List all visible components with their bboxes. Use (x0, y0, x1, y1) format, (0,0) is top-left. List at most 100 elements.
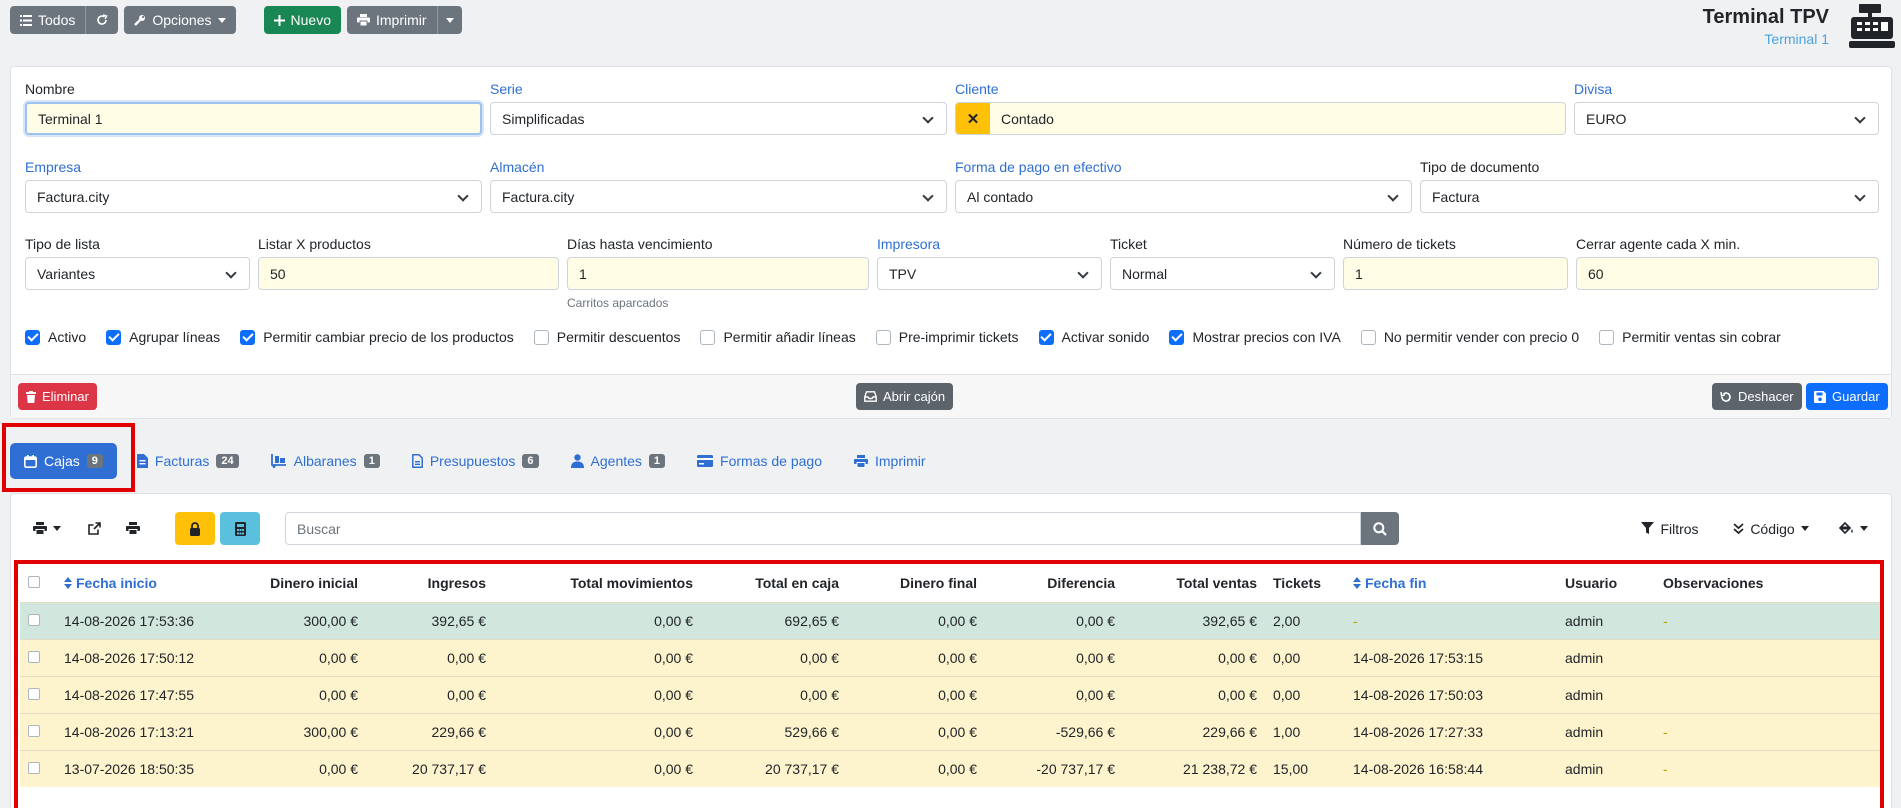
row-checkbox[interactable] (28, 650, 40, 663)
checkbox-agrupar-lineas[interactable]: Agrupar líneas (106, 329, 220, 345)
checkbox-precios-iva[interactable]: Mostrar precios con IVA (1169, 329, 1341, 345)
checkbox-box[interactable] (1038, 329, 1054, 345)
ticket-select[interactable]: Normal (1110, 257, 1335, 290)
row-checkbox[interactable] (28, 724, 40, 737)
cell-total-en-caja: 692,65 € (701, 601, 847, 639)
row-checkbox[interactable] (28, 613, 40, 626)
tab-cajas[interactable]: Cajas 9 (10, 443, 117, 479)
col-total-movimientos[interactable]: Total movimientos (570, 574, 693, 591)
opciones-button[interactable]: Opciones (124, 6, 236, 34)
divisa-label[interactable]: Divisa (1574, 81, 1613, 97)
table-row[interactable]: 14-08-2026 17:50:12 0,00 € 0,00 € 0,00 €… (20, 638, 1882, 676)
cliente-label[interactable]: Cliente (955, 81, 999, 97)
empresa-label[interactable]: Empresa (25, 159, 82, 175)
checkbox-box[interactable] (1169, 329, 1185, 345)
table-row[interactable]: 14-08-2026 17:47:55 0,00 € 0,00 € 0,00 €… (20, 675, 1882, 713)
print-dropdown-button[interactable] (23, 512, 71, 545)
checkbox-sonido[interactable]: Activar sonido (1038, 329, 1149, 345)
dias-vencimiento-input[interactable]: 1 (567, 257, 869, 290)
search-input[interactable]: Buscar (285, 512, 1361, 545)
num-tickets-input[interactable]: 1 (1343, 257, 1568, 290)
checkbox-box[interactable] (106, 329, 122, 345)
checkbox-cambiar-precio[interactable]: Permitir cambiar precio de los productos (240, 329, 514, 345)
tab-formas-pago[interactable]: Formas de pago (685, 443, 834, 479)
cell-tickets: 0,00 (1265, 638, 1345, 676)
top-toolbar: Todos Opciones Nuevo Imprimir (10, 6, 462, 34)
col-fecha-fin[interactable]: Fecha fin (1345, 564, 1557, 602)
checkbox-box[interactable] (1360, 329, 1376, 345)
nombre-input[interactable]: Terminal 1 (25, 102, 482, 135)
forma-pago-select[interactable]: Al contado (955, 180, 1412, 213)
tab-presupuestos[interactable]: Presupuestos 6 (400, 443, 551, 479)
refresh-button[interactable] (86, 6, 119, 34)
col-total-ventas[interactable]: Total ventas (1176, 574, 1257, 591)
almacen-label[interactable]: Almacén (490, 159, 545, 175)
impresora-label[interactable]: Impresora (877, 236, 941, 252)
imprimir-button[interactable]: Imprimir (346, 6, 438, 34)
col-tickets[interactable]: Tickets (1273, 574, 1321, 591)
cell-diferencia: -529,66 € (985, 712, 1123, 750)
search-button[interactable] (1361, 512, 1399, 545)
imprimir-dropdown-button[interactable] (437, 6, 462, 34)
col-dinero-inicial[interactable]: Dinero inicial (270, 574, 358, 591)
checkbox-box[interactable] (25, 329, 40, 345)
forma-pago-label[interactable]: Forma de pago en efectivo (955, 159, 1122, 175)
impresora-select[interactable]: TPV (877, 257, 1102, 290)
print-button[interactable] (116, 512, 150, 545)
clear-cliente-button[interactable]: ✕ (956, 103, 990, 134)
divisa-select[interactable]: EURO (1574, 102, 1879, 135)
checkbox-activo[interactable]: Activo (25, 329, 86, 345)
guardar-button[interactable]: Guardar (1806, 383, 1888, 410)
checkbox-box[interactable] (875, 329, 891, 345)
lock-button[interactable] (175, 512, 215, 545)
almacen-select[interactable]: Factura.city (490, 180, 947, 213)
select-all-checkbox[interactable] (28, 575, 40, 588)
eliminar-label: Eliminar (42, 389, 89, 404)
nuevo-button[interactable]: Nuevo (263, 6, 341, 34)
col-diferencia[interactable]: Diferencia (1047, 574, 1115, 591)
cerrar-agente-input[interactable]: 60 (1576, 257, 1879, 290)
cliente-input[interactable]: Contado (1001, 110, 1054, 127)
order-by-button[interactable]: Código (1721, 512, 1821, 545)
col-total-en-caja[interactable]: Total en caja (755, 574, 839, 591)
table-row[interactable]: 14-08-2026 17:53:36 300,00 € 392,65 € 0,… (20, 601, 1882, 639)
tipo-documento-select[interactable]: Factura (1420, 180, 1879, 213)
tipo-lista-select[interactable]: Variantes (25, 257, 250, 290)
serie-select[interactable]: Simplificadas (490, 102, 947, 135)
checkbox-box[interactable] (1599, 329, 1615, 345)
checkbox-box[interactable] (700, 329, 716, 345)
listar-productos-field: Listar X productos 50 (258, 236, 559, 290)
col-usuario[interactable]: Usuario (1565, 574, 1618, 591)
row-checkbox[interactable] (28, 761, 40, 774)
tab-agentes[interactable]: Agentes 1 (559, 443, 678, 479)
sort-icon (1353, 576, 1361, 589)
checkbox-precio-cero[interactable]: No permitir vender con precio 0 (1360, 329, 1579, 345)
empresa-select[interactable]: Factura.city (25, 180, 482, 213)
col-observaciones[interactable]: Observaciones (1663, 574, 1764, 591)
checkbox-box[interactable] (240, 329, 256, 345)
checkbox-anadir-lineas[interactable]: Permitir añadir líneas (700, 329, 856, 345)
serie-label[interactable]: Serie (490, 81, 523, 97)
listar-productos-input[interactable]: 50 (258, 257, 559, 290)
row-checkbox[interactable] (28, 687, 40, 700)
abrir-cajon-button[interactable]: Abrir cajón (856, 383, 954, 410)
filtros-button[interactable]: Filtros (1626, 512, 1714, 545)
table-row[interactable]: 14-08-2026 17:13:21 300,00 € 229,66 € 0,… (20, 712, 1882, 750)
open-new-window-button[interactable] (77, 512, 111, 545)
color-dropdown-button[interactable] (1829, 512, 1877, 545)
col-fecha-inicio[interactable]: Fecha inicio (56, 564, 226, 602)
calculator-button[interactable] (220, 512, 260, 545)
checkbox-descuentos[interactable]: Permitir descuentos (533, 329, 680, 345)
col-ingresos[interactable]: Ingresos (427, 574, 486, 591)
checkbox-box[interactable] (533, 329, 549, 345)
deshacer-button[interactable]: Deshacer (1712, 383, 1802, 410)
checkbox-sin-cobrar[interactable]: Permitir ventas sin cobrar (1599, 329, 1781, 345)
table-row[interactable]: 13-07-2026 18:50:35 0,00 € 20 737,17 € 0… (20, 749, 1882, 787)
tab-imprimir[interactable]: Imprimir (842, 443, 938, 479)
col-dinero-final[interactable]: Dinero final (899, 574, 977, 591)
tab-facturas[interactable]: Facturas 24 (125, 443, 251, 479)
todos-button[interactable]: Todos (10, 6, 87, 34)
checkbox-preimprimir[interactable]: Pre-imprimir tickets (875, 329, 1019, 345)
eliminar-button[interactable]: Eliminar (18, 383, 97, 410)
tab-albaranes[interactable]: Albaranes 1 (259, 443, 392, 479)
